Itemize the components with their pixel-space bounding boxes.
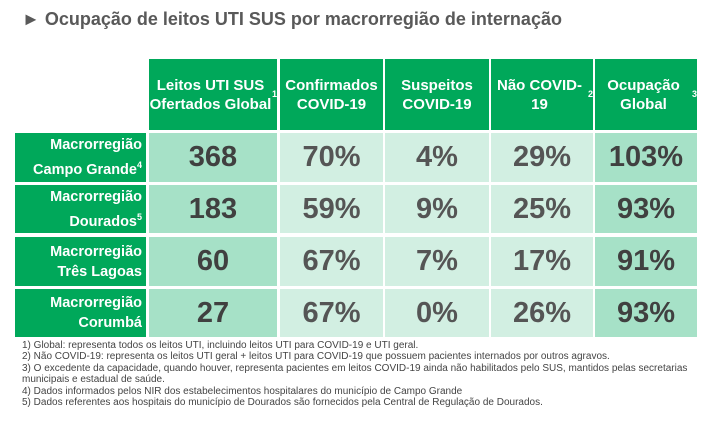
header-label: Leitos UTI SUS Ofertados Global — [149, 76, 272, 113]
value-cell: 29% — [491, 133, 593, 182]
column-header: Não COVID-19 2 — [491, 59, 593, 130]
value-cell: 93% — [595, 185, 697, 233]
value-cell: 70% — [280, 133, 383, 182]
row-label: Macrorregião Dourados5 — [15, 185, 146, 233]
column-header: Ocupação Global 3 — [595, 59, 697, 130]
column-header: Leitos UTI SUS Ofertados Global 1 — [149, 59, 277, 130]
row-label-line1: Macrorregião — [50, 188, 142, 205]
value-cell: 59% — [280, 185, 383, 233]
value-cell: 60 — [149, 237, 277, 286]
row-label-line1: Macrorregião — [50, 137, 142, 154]
value-cell: 9% — [385, 185, 489, 233]
header-label: Não COVID-19 — [496, 76, 582, 113]
value-cell: 368 — [149, 133, 277, 182]
value-cell: 67% — [280, 289, 383, 337]
footnote-marker: 4 — [136, 160, 142, 171]
value-cell: 4% — [385, 133, 489, 182]
header-label: Ocupação Global — [607, 76, 680, 113]
row-label: Macrorregião Três Lagoas — [15, 237, 146, 286]
footnote: 3) O excedente da capacidade, quando hou… — [22, 362, 688, 386]
header-label: Confirmados COVID-19 — [285, 76, 378, 113]
row-label-line2: Campo Grande — [33, 161, 137, 178]
footnotes: 1) Global: representa todos os leitos UT… — [22, 340, 702, 408]
column-header: Confirmados COVID-19 — [280, 59, 383, 130]
page-title: ► Ocupação de leitos UTI SUS por macrorr… — [22, 9, 562, 29]
row-label-line2: Dourados — [69, 213, 137, 230]
row-label-line1: Macrorregião — [50, 295, 142, 311]
footnote: 5) Dados referentes aos hospitais do mun… — [22, 397, 543, 409]
row-label: Macrorregião Corumbá — [15, 289, 146, 337]
value-cell: 25% — [491, 185, 593, 233]
value-cell: 27 — [149, 289, 277, 337]
value-cell: 0% — [385, 289, 489, 337]
value-cell: 26% — [491, 289, 593, 337]
value-cell: 183 — [149, 185, 277, 233]
row-label: Macrorregião Campo Grande4 — [15, 133, 146, 182]
row-label-line2: Três Lagoas — [57, 263, 142, 280]
footnote-marker: 1 — [271, 89, 277, 99]
row-label-line1: Macrorregião — [50, 243, 142, 260]
column-header: Suspeitos COVID-19 — [385, 59, 489, 130]
value-cell: 93% — [595, 289, 697, 337]
value-cell: 7% — [385, 237, 489, 286]
footnote-marker: 2 — [587, 89, 593, 99]
footnote: 2) Não COVID-19: representa os leitos UT… — [22, 351, 610, 363]
value-cell: 91% — [595, 237, 697, 286]
footnote-marker: 3 — [691, 89, 697, 99]
value-cell: 67% — [280, 237, 383, 286]
footnote: 1) Global: representa todos os leitos UT… — [22, 340, 419, 351]
footnote-marker: 5 — [136, 211, 142, 222]
row-label-line2: Corumbá — [78, 315, 142, 331]
header-label: Suspeitos COVID-19 — [401, 76, 473, 113]
value-cell: 17% — [491, 237, 593, 286]
footnote: 4) Dados informados pelos NIR dos estabe… — [22, 385, 463, 397]
value-cell: 103% — [595, 133, 697, 182]
